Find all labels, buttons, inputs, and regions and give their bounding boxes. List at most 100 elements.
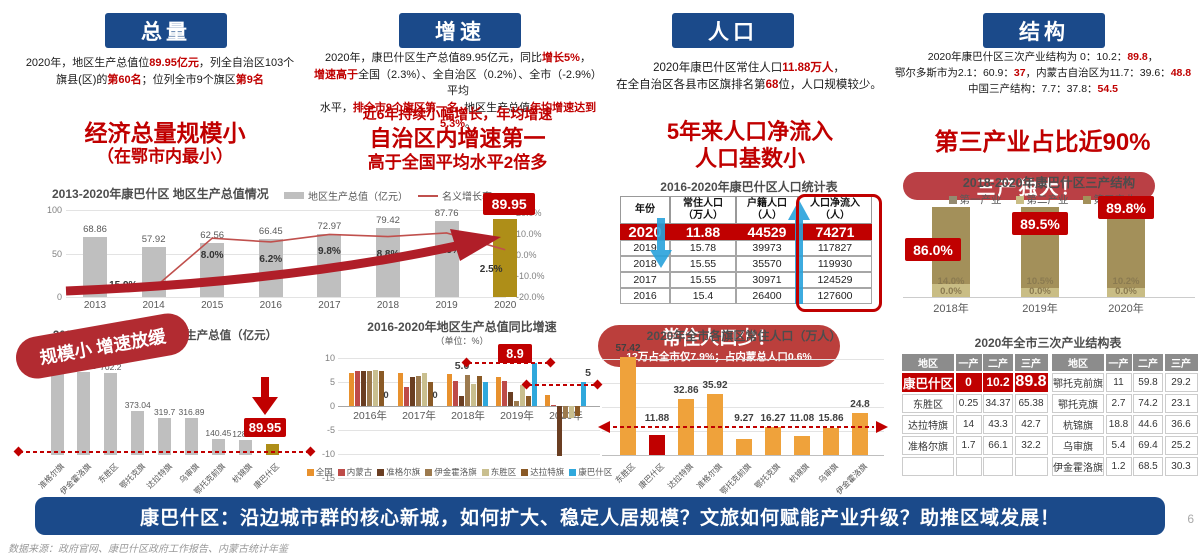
bar-value-label: 35.92 [702, 379, 728, 391]
chart-population-by-banner: 2020年全市各旗区常住人口（万人） 57.42 东胜区 11.88 康巴什区 32.86… [598, 325, 890, 496]
industry-structure-table: 2020年全市三次产业结构表 地区 一产 二产 三产 康巴什区 0 10.2 89.8 东胜区 0… [900, 332, 1198, 492]
bar-value-label: 68.86 [83, 224, 107, 236]
table-header-cell: 二产 [983, 354, 1013, 371]
text-segment: ， [1147, 51, 1159, 63]
table-cell: 34.37 [983, 393, 1013, 413]
growth-paragraph: 2020年，康巴什区生产总值89.95亿元，同比增长5%， 增速高于全国（2.3%… [310, 50, 606, 133]
chart-growth-compare: 2016-2020年地区生产总值同比增速 （单位：%） 10 5 0 -5 -10 -15 20… [306, 318, 612, 486]
population-down-arrow-icon [650, 218, 672, 268]
bar-second-industry [1021, 287, 1059, 297]
bar [707, 393, 723, 455]
growth-rate-label: 8.0% [200, 250, 224, 262]
section-header-population: 人口 [672, 13, 794, 48]
legend-swatch [1082, 195, 1091, 204]
second-industry-label: 14.0% [937, 276, 965, 287]
bar [520, 385, 525, 406]
y-axis-tick: 50 [51, 248, 62, 259]
y-axis-tick: 5 [329, 377, 335, 387]
table-cell: 准格尔旗 [902, 435, 954, 455]
population-table-title: 2016-2020年康巴什区人口统计表 [660, 180, 838, 194]
chart-legend: 地区生产总值（亿元） 名义增长率 [284, 188, 492, 203]
kbs-zero-label: 0 [383, 390, 389, 401]
population-table: 2016-2020年康巴什区人口统计表 年份 常住人口 （万人） 户籍人口 （人） 人口净… [620, 178, 882, 312]
x-axis-label: 2016 [259, 300, 282, 311]
text-segment: 37 [1013, 66, 1026, 79]
legend-label: 第一产业 [959, 194, 1002, 206]
table-cell: 42.7 [1014, 414, 1048, 434]
dotted-line-5 [528, 384, 598, 386]
table-cell: 康巴什区 [902, 372, 954, 392]
bar [349, 373, 354, 406]
bar [765, 427, 781, 455]
bar [367, 371, 372, 406]
legend-item: 康巴什区 [569, 466, 612, 478]
table-cell: 74.2 [1133, 393, 1163, 413]
bar-value-label: 15.86 [818, 413, 844, 424]
bar-value-label: 57.92 [141, 233, 166, 245]
table-header-cell: 地区 [902, 354, 954, 371]
text-segment: ，内蒙古自治区为11.7：39.6： [1025, 66, 1171, 79]
text-segment: 中国三产结构：7.7：37.8： [968, 82, 1098, 95]
legend-swatch [948, 195, 957, 204]
dotted-line-89 [468, 362, 550, 364]
table-cell: 43.3 [983, 414, 1013, 434]
text-segment: 排全市9个旗区第一名. [352, 101, 462, 114]
x-axis-label: 2014 [142, 300, 165, 311]
section-header-growth: 增速 [399, 13, 521, 48]
table-header-cell: 地区 [1052, 354, 1104, 371]
text-segment: 。 [465, 118, 477, 130]
page-number: 6 [1187, 512, 1194, 526]
gridline [602, 383, 884, 384]
table-cell: 15.55 [670, 256, 736, 272]
text-segment: 2020年康巴什区三次产业结构为 0：10.2： [927, 51, 1128, 63]
legend-label: 第二产业 [1026, 194, 1069, 206]
table-cell: 0.25 [955, 393, 982, 413]
table-cell: 14 [955, 414, 982, 434]
chart-industry-structure: 2018-2020年康巴什区三产结构第一产业第二产业第三产业14.0%0.0%2… [903, 172, 1195, 315]
legend-swatch [481, 468, 489, 476]
bar-value-label: 11.88 [644, 413, 670, 424]
bar [50, 367, 64, 455]
text-segment: 2020年，地区生产总值位 [25, 57, 150, 69]
legend-item: 第一产业 [948, 192, 1002, 207]
legend-label: 伊金霍洛旗 [434, 467, 477, 477]
y-axis-right-tick: 10.0% [516, 229, 542, 239]
bar [483, 382, 488, 406]
bar [379, 371, 384, 406]
legend-item: 准格尔旗 [377, 466, 420, 478]
total-slogan-2: （在鄂市内最小） [97, 147, 233, 166]
x-axis-label: 2018年 [451, 410, 485, 422]
y-axis-right-tick: -10.0% [516, 271, 545, 281]
bar [581, 382, 586, 406]
bottom-banner: 康巴什区：沿边城市群的核心新城，如何扩大、稳定人居规模？文旅如何赋能产业升级？助… [35, 497, 1165, 535]
legend-item: 全国 [306, 466, 333, 478]
legend-swatch [337, 468, 345, 476]
bar-value-label: 9.27 [734, 413, 754, 424]
swoosh-arrow-icon [65, 229, 501, 296]
bar [211, 438, 225, 455]
bar-value-label: 24.8 [850, 398, 870, 410]
chart-title: 2016-2020年地区生产总值同比增速 [367, 320, 557, 334]
bar [794, 436, 810, 455]
legend-label: 全国 [315, 467, 333, 477]
legend-label: 东胜区 [490, 467, 517, 477]
legend-label: 康巴什区 [578, 467, 613, 477]
chart-title: 2020年全市各旗区常住人口（万人） [646, 329, 842, 343]
bar-second-industry [1107, 287, 1145, 297]
gridline [602, 359, 884, 360]
x-axis-label: 2018年 [933, 303, 969, 315]
text-segment: 68 [765, 79, 779, 92]
table-cell: 65.38 [1014, 393, 1048, 413]
bar-value-label: 702.2 [100, 361, 122, 372]
total-paragraph: 2020年，地区生产总值位89.95亿元，列全自治区103个 旗县(区)的第60名… [12, 55, 308, 88]
bar-value-label: 319.7 [153, 406, 176, 417]
bar [514, 401, 519, 406]
table-cell: 26400 [736, 288, 798, 304]
kbs-zero-label: 0 [432, 390, 438, 401]
first-industry-label: 0.0% [1029, 286, 1051, 297]
legend-swatch [521, 468, 529, 476]
down-arrow-icon [252, 377, 278, 415]
y-axis-right-tick: 0.0% [516, 250, 537, 260]
diamond-left [13, 446, 24, 457]
section-header-structure: 结构 [983, 13, 1105, 48]
